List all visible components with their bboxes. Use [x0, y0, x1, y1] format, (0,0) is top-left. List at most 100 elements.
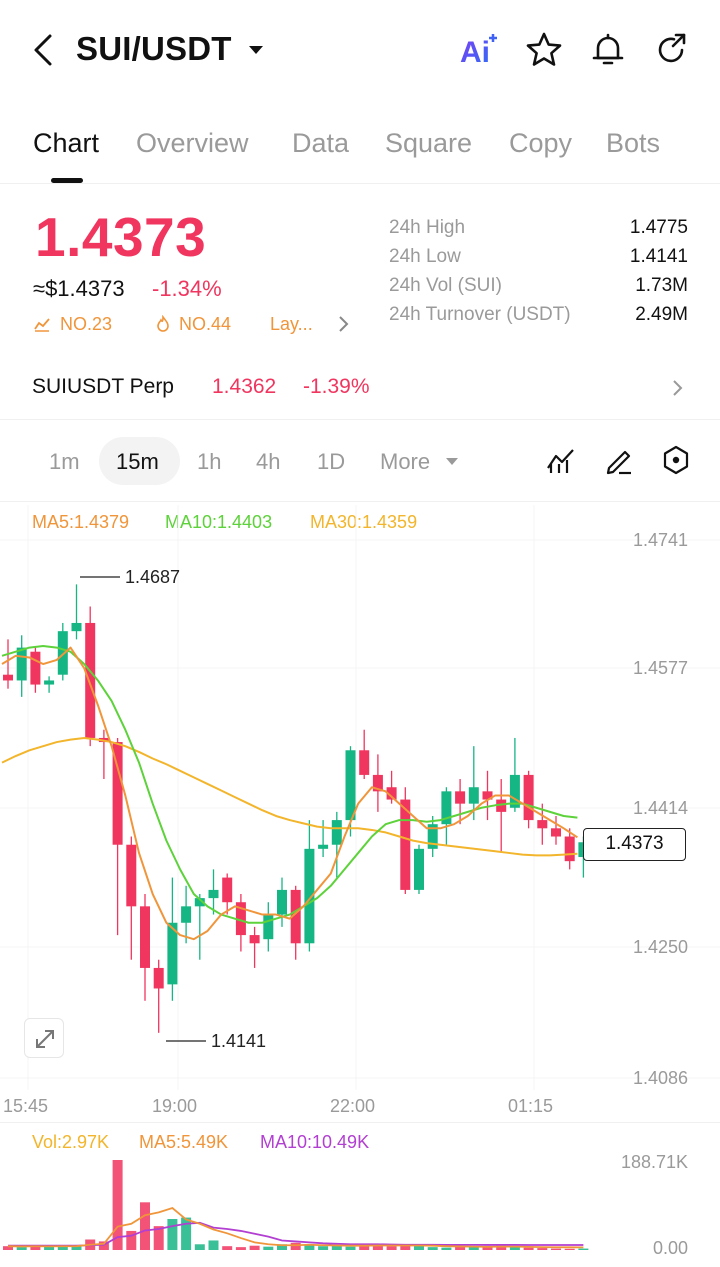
- stat-turnover-value: 2.49M: [635, 304, 688, 325]
- candle-up: [277, 889, 287, 915]
- volume-bar: [564, 1248, 575, 1250]
- interval-1m[interactable]: 1m: [49, 449, 80, 474]
- pair-title[interactable]: SUI/USDT: [76, 30, 232, 67]
- candle-down: [455, 791, 466, 804]
- top-bar: SUI/USDT Ai: [0, 0, 720, 100]
- usd-price: ≈$1.4373: [33, 276, 125, 301]
- volume-bar: [71, 1245, 82, 1250]
- stat-vol-label: 24h Vol (SUI): [389, 275, 502, 296]
- stat-vol-value: 1.73M: [635, 275, 688, 296]
- back-icon[interactable]: [28, 32, 60, 68]
- fullscreen-button[interactable]: [24, 1018, 64, 1058]
- candle-down: [3, 674, 13, 681]
- volume-bar: [16, 1247, 27, 1250]
- volume-bar: [386, 1246, 397, 1250]
- volume-ma10-legend: MA10:10.49K: [260, 1132, 370, 1152]
- rank-badge-2[interactable]: NO.44: [179, 314, 232, 334]
- fire-icon: [157, 315, 169, 332]
- candle-down: [30, 651, 41, 685]
- candle-up: [194, 898, 205, 907]
- tab-square[interactable]: Square: [385, 128, 473, 158]
- tab-bots[interactable]: Bots: [606, 128, 661, 158]
- chevron-right-icon[interactable]: [336, 314, 350, 334]
- caret-down-icon[interactable]: [445, 457, 459, 467]
- tab-overview[interactable]: Overview: [136, 128, 249, 158]
- price-axis-label: 1.4086: [632, 1068, 688, 1088]
- interval-1h[interactable]: 1h: [197, 449, 222, 474]
- candle-up: [263, 914, 274, 940]
- interval-more[interactable]: More: [380, 449, 431, 474]
- stat-high-label: 24h High: [389, 217, 466, 238]
- tab-data[interactable]: Data: [292, 128, 350, 158]
- stat-turnover-label: 24h Turnover (USDT): [389, 304, 571, 325]
- candle-up: [509, 774, 520, 808]
- tab-chart[interactable]: Chart: [33, 128, 100, 158]
- rank-badge-3[interactable]: Lay...: [270, 314, 313, 334]
- share-icon[interactable]: [652, 30, 692, 70]
- star-icon[interactable]: [524, 30, 564, 70]
- volume-bar: [181, 1217, 192, 1250]
- time-axis-label: 01:15: [508, 1096, 554, 1116]
- volume-bar: [468, 1246, 479, 1250]
- volume-bar: [222, 1246, 233, 1250]
- candle-up: [16, 647, 27, 681]
- candle-up: [331, 820, 342, 845]
- candle-down: [85, 622, 96, 738]
- candle-down: [564, 836, 575, 862]
- volume-chart[interactable]: [0, 1150, 720, 1255]
- caret-down-icon[interactable]: [248, 44, 264, 56]
- time-axis-label: 22:00: [330, 1096, 376, 1116]
- chevron-right-icon[interactable]: [670, 378, 684, 398]
- volume-axis-bottom: 0.00: [652, 1238, 688, 1258]
- ai-icon[interactable]: Ai: [458, 30, 498, 70]
- volume-bar: [551, 1248, 561, 1250]
- candle-down: [372, 774, 383, 792]
- candle-down: [386, 787, 397, 800]
- candle-up: [427, 824, 438, 849]
- volume-axis-top: 188.71K: [620, 1152, 688, 1172]
- volume-bar: [57, 1246, 68, 1250]
- volume-bar: [126, 1230, 137, 1250]
- volume-legend: Vol:2.97K: [32, 1132, 110, 1152]
- time-axis-label: 19:00: [152, 1096, 198, 1116]
- volume-bar: [98, 1241, 109, 1250]
- volume-bars: [3, 1160, 589, 1250]
- change-percent: -1.34%: [152, 276, 222, 301]
- interval-15m[interactable]: 15m: [116, 449, 159, 474]
- candle-up: [44, 680, 55, 685]
- price-chart[interactable]: [0, 500, 720, 1100]
- candle-down: [112, 742, 123, 845]
- indicator-icon[interactable]: [545, 444, 577, 476]
- settings-hex-icon[interactable]: [660, 444, 692, 476]
- bell-icon[interactable]: [588, 30, 628, 70]
- rank-badge-1[interactable]: NO.23: [60, 314, 113, 334]
- tab-copy[interactable]: Copy: [509, 128, 573, 158]
- perp-link-row[interactable]: SUIUSDT Perp 1.4362 -1.39%: [0, 356, 720, 420]
- ma10-legend: MA10:1.4403: [165, 512, 273, 532]
- interval-1d[interactable]: 1D: [317, 449, 346, 474]
- candle-up: [57, 631, 68, 675]
- candle-down: [359, 750, 370, 775]
- expand-icon: [36, 1030, 54, 1048]
- candle-down: [400, 799, 411, 890]
- rank-chart-icon: [34, 318, 50, 332]
- candle-down: [523, 774, 534, 821]
- candle-down: [222, 877, 233, 903]
- volume-bar: [496, 1245, 507, 1250]
- candle-down: [235, 902, 246, 936]
- volume-bar: [167, 1219, 178, 1250]
- candle-up: [71, 622, 82, 632]
- volume-bar: [3, 1246, 13, 1250]
- volume-bar: [509, 1246, 520, 1250]
- volume-bar: [331, 1245, 342, 1250]
- volume-bar: [44, 1246, 55, 1250]
- volume-ma5-legend: MA5:5.49K: [139, 1132, 229, 1152]
- interval-4h[interactable]: 4h: [256, 449, 281, 474]
- volume-bar: [249, 1245, 260, 1250]
- ma5-line: [1, 646, 578, 941]
- pencil-icon[interactable]: [603, 444, 635, 476]
- volume-bar: [208, 1240, 219, 1250]
- price-axis-label: 1.4577: [632, 658, 688, 678]
- volume-bar: [235, 1247, 246, 1250]
- volume-divider: [0, 1122, 720, 1123]
